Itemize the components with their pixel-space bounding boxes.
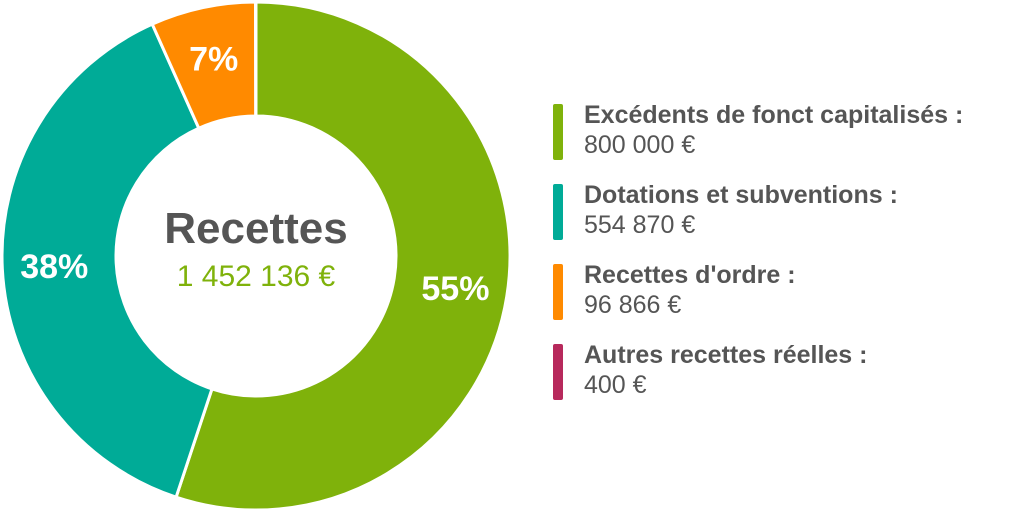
legend: Excédents de fonct capitalisés : 800 000… — [553, 100, 1021, 420]
percent-labels: 55% 38% 7% — [20, 40, 489, 308]
legend-swatch — [553, 264, 563, 320]
legend-swatch — [553, 184, 563, 240]
legend-label: Dotations et subventions : — [584, 181, 898, 209]
percent-label: 55% — [421, 270, 489, 308]
legend-item-excedents: Excédents de fonct capitalisés : 800 000… — [553, 100, 1021, 160]
donut-slice — [174, 0, 512, 512]
legend-swatch — [553, 344, 563, 400]
percent-label: 7% — [189, 40, 238, 78]
legend-item-autres-recettes: Autres recettes réelles : 400 € — [553, 340, 1021, 400]
legend-value: 800 000 € — [584, 131, 696, 159]
donut-chart: 55% 38% 7% Recettes 1 452 136 € — [0, 0, 512, 512]
legend-label: Recettes d'ordre : — [584, 261, 796, 289]
chart-title: Recettes — [164, 204, 347, 253]
legend-value: 400 € — [584, 371, 647, 399]
donut-slices — [0, 0, 512, 512]
legend-label: Autres recettes réelles : — [584, 341, 868, 369]
percent-label: 38% — [20, 248, 88, 286]
legend-item-dotations: Dotations et subventions : 554 870 € — [553, 180, 1021, 240]
legend-value: 554 870 € — [584, 211, 696, 239]
donut-slice — [0, 22, 214, 500]
legend-item-recettes-ordre: Recettes d'ordre : 96 866 € — [553, 260, 1021, 320]
chart-total: 1 452 136 € — [177, 260, 336, 293]
legend-swatch — [553, 104, 563, 160]
legend-label: Excédents de fonct capitalisés : — [584, 101, 964, 129]
legend-value: 96 866 € — [584, 291, 682, 319]
